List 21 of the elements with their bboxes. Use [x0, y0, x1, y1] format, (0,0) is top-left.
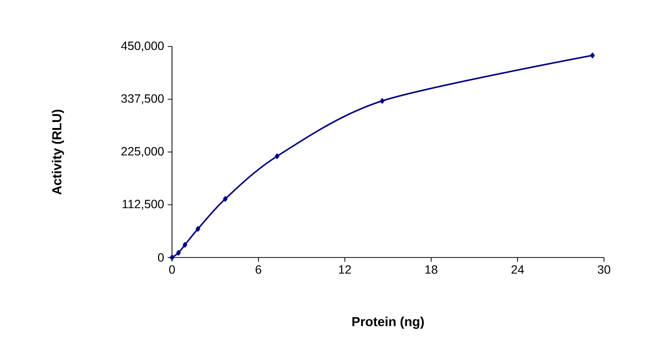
x-tick-label: 6 — [256, 265, 262, 274]
y-tick-label: 0 — [158, 253, 164, 262]
x-tick-label: 12 — [339, 265, 351, 274]
point — [182, 242, 188, 248]
y-tick-label: 225,000 — [121, 147, 164, 157]
point — [170, 254, 174, 260]
y-tick-label: 337,500 — [121, 94, 164, 104]
x-axis-title: Protein (ng) — [352, 316, 424, 329]
y-axis-title: Activity (RLU) — [52, 110, 64, 195]
point — [590, 52, 595, 58]
point — [380, 98, 384, 104]
x-tick-label: 24 — [512, 265, 524, 274]
x-tick-label: 30 — [598, 265, 610, 274]
point — [223, 196, 228, 202]
point — [196, 226, 200, 232]
x-tick-label: 18 — [425, 265, 438, 274]
point — [176, 250, 181, 256]
point — [274, 153, 280, 159]
x-tick-label: 0 — [169, 265, 175, 274]
y-tick-label: 450,000 — [121, 42, 164, 52]
y-tick-label: 112,500 — [122, 200, 164, 210]
